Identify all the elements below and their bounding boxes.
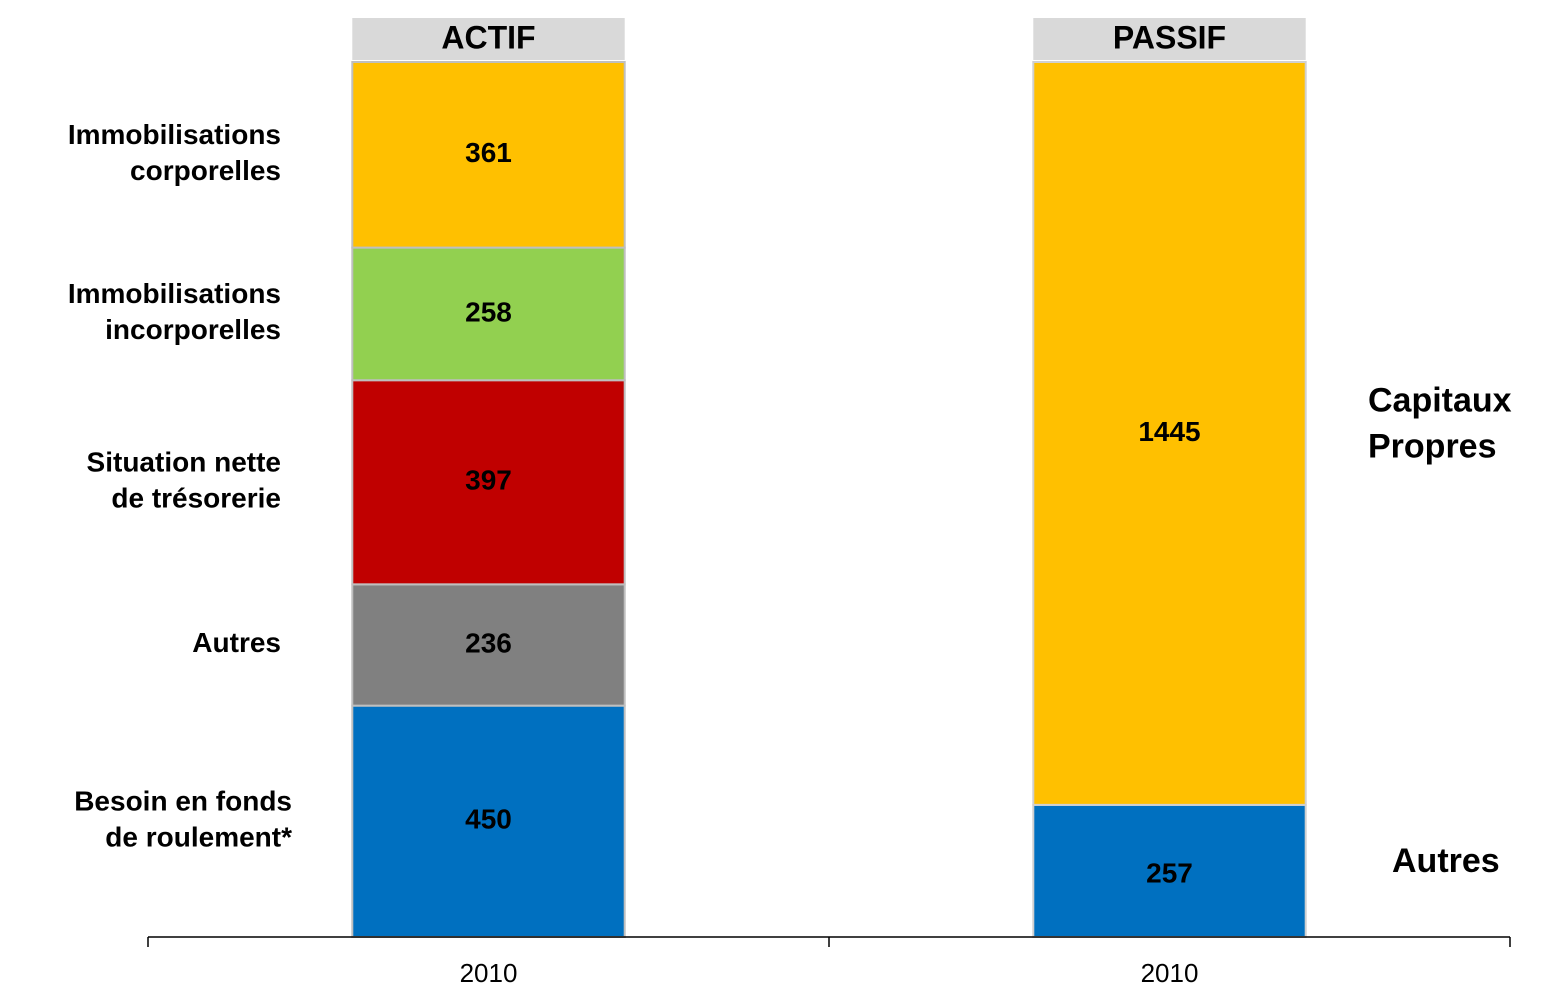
x-tick-label: 2010 (1141, 958, 1199, 988)
value-label: 236 (465, 627, 512, 658)
value-label: 258 (465, 296, 512, 327)
segment-label: Besoin en fonds de roulement* (74, 786, 292, 853)
value-label: 397 (465, 465, 512, 496)
column-header-box (352, 18, 625, 60)
column-header: PASSIF (1113, 19, 1226, 55)
bar-segment (351, 704, 626, 939)
segment-label: Immobilisations corporelles (68, 119, 281, 186)
value-label: 450 (465, 804, 512, 835)
label-line: Capitaux (1368, 381, 1512, 419)
label-line: Situation nette (87, 447, 281, 478)
bar-segment (1032, 61, 1307, 806)
label-line: de trésorerie (111, 483, 281, 514)
x-tick-label: 2010 (460, 958, 518, 988)
bar-segment (351, 583, 626, 707)
bar-segment (351, 246, 626, 382)
label-line: Propres (1368, 427, 1497, 465)
segment-label: Autres (1392, 842, 1500, 880)
column-header: ACTIF (441, 19, 535, 55)
value-label: 1445 (1138, 416, 1200, 447)
value-label: 257 (1146, 857, 1193, 888)
segment-label: Immobilisations incorporelles (68, 278, 281, 345)
segment-label: Capitaux Propres (1368, 381, 1512, 465)
label-line: Besoin en fonds (74, 786, 292, 817)
label-line: corporelles (130, 155, 281, 186)
column-header-box (1033, 18, 1306, 60)
label-line: de roulement* (105, 822, 292, 853)
bar-segment (351, 61, 626, 249)
value-label: 361 (465, 137, 512, 168)
label-line: Immobilisations (68, 119, 281, 150)
label-line: Autres (192, 627, 281, 658)
label-line: Immobilisations (68, 278, 281, 309)
label-line: incorporelles (105, 314, 281, 345)
segment-label: Situation nette de trésorerie (87, 447, 281, 514)
label-line: Autres (1392, 842, 1500, 880)
segment-label: Autres (192, 627, 281, 658)
